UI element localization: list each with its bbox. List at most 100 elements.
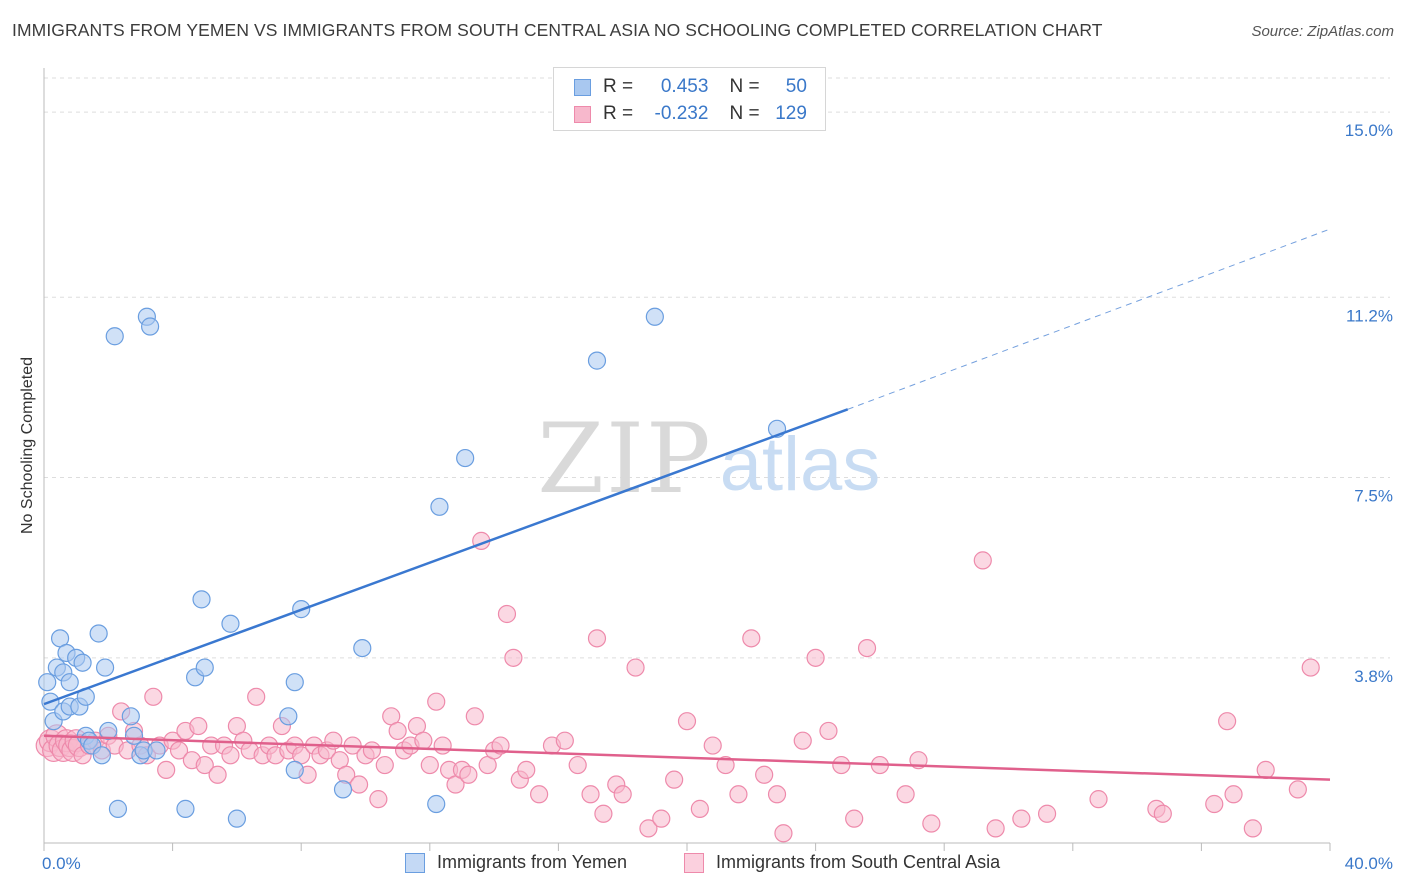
data-point-sca xyxy=(247,687,266,706)
series-south-central-asia xyxy=(35,531,1320,843)
data-point-sca xyxy=(922,814,941,833)
data-point-sca xyxy=(729,785,748,804)
data-point-yemen xyxy=(227,809,246,828)
data-point-yemen xyxy=(221,614,240,633)
data-point-sca xyxy=(703,736,722,755)
legend-n-label: N = xyxy=(729,76,760,97)
data-point-yemen xyxy=(121,707,140,726)
data-point-sca xyxy=(806,648,825,667)
data-point-sca xyxy=(845,809,864,828)
data-point-yemen xyxy=(353,638,372,658)
data-point-sca xyxy=(568,755,587,775)
legend-r-value-yemen: 0.453 xyxy=(660,76,709,97)
data-point-yemen xyxy=(285,760,304,780)
trend-line-sca xyxy=(43,734,1331,781)
data-point-sca xyxy=(1224,785,1243,804)
data-point-sca xyxy=(517,760,536,780)
data-point-sca xyxy=(169,741,189,760)
legend-r-label: R = xyxy=(603,103,634,124)
data-point-yemen xyxy=(92,746,111,765)
data-point-sca xyxy=(555,731,574,750)
legend-item-yemen[interactable]: Immigrants from Yemen xyxy=(405,852,627,873)
data-point-yemen xyxy=(38,673,57,692)
data-point-sca xyxy=(742,629,761,648)
data-point-sca xyxy=(1089,790,1108,809)
data-point-sca xyxy=(420,755,439,775)
data-point-yemen xyxy=(456,448,475,468)
data-point-yemen xyxy=(105,327,124,346)
data-point-sca xyxy=(857,638,877,658)
data-point-sca xyxy=(208,765,227,784)
data-point-yemen xyxy=(140,317,160,336)
data-point-sca xyxy=(755,765,774,784)
data-point-sca xyxy=(497,604,517,624)
data-point-yemen xyxy=(147,741,166,760)
x-tick-label: 40.0% xyxy=(1345,854,1393,873)
data-point-sca xyxy=(349,775,369,794)
data-point-sca xyxy=(587,629,607,648)
data-point-sca xyxy=(1205,794,1224,814)
legend-swatch-sca xyxy=(574,105,591,123)
watermark-atlas: atlas xyxy=(720,422,881,507)
data-point-sca xyxy=(1037,804,1057,823)
data-point-yemen xyxy=(192,590,211,609)
x-tick-label: 0.0% xyxy=(42,854,81,873)
series-yemen xyxy=(38,307,787,828)
legend-swatch-yemen xyxy=(405,852,425,873)
data-point-sca xyxy=(427,692,446,711)
data-point-sca xyxy=(774,824,793,843)
y-tick-label: 3.8% xyxy=(1354,667,1393,686)
data-point-sca xyxy=(626,658,645,677)
data-point-sca xyxy=(677,712,697,731)
legend-item-sca[interactable]: Immigrants from South Central Asia xyxy=(684,852,1000,873)
data-point-sca xyxy=(986,819,1005,838)
data-point-sca xyxy=(362,741,382,760)
legend-r-value-sca: -0.232 xyxy=(654,103,709,124)
trend-line-yemen xyxy=(43,408,849,706)
data-point-sca xyxy=(767,785,787,804)
data-point-sca xyxy=(491,736,510,755)
data-point-yemen xyxy=(333,780,353,799)
data-point-yemen xyxy=(427,794,446,814)
tick-labels: 3.8% 7.5% 11.2% 15.0% 0.0% 40.0% xyxy=(42,121,1393,873)
legend-row-sca: R = -0.232 N = 129 xyxy=(574,101,807,127)
data-point-sca xyxy=(581,785,600,804)
data-point-sca xyxy=(189,716,208,736)
data-point-sca xyxy=(793,731,812,750)
data-point-sca xyxy=(414,731,433,750)
data-point-sca xyxy=(157,760,176,780)
trend-lines xyxy=(43,228,1331,781)
data-point-yemen xyxy=(279,707,298,726)
data-point-sca xyxy=(388,721,407,741)
data-point-sca xyxy=(459,765,478,784)
data-point-sca xyxy=(530,785,549,804)
source-label: Source: ZipAtlas.com xyxy=(1251,23,1394,40)
gridlines xyxy=(44,77,1390,659)
data-point-yemen xyxy=(587,351,607,370)
data-point-sca xyxy=(973,551,992,570)
chart-title: IMMIGRANTS FROM YEMEN VS IMMIGRANTS FROM… xyxy=(12,20,1103,40)
data-point-sca xyxy=(375,755,394,775)
data-point-yemen xyxy=(195,658,214,677)
data-point-sca xyxy=(1288,780,1307,799)
data-point-sca xyxy=(369,790,388,809)
legend-n-value-yemen: 50 xyxy=(785,76,807,97)
data-point-sca xyxy=(594,804,613,823)
data-point-yemen xyxy=(60,673,79,692)
correlation-legend: R = 0.453 N = 50 R = -0.232 N = 129 xyxy=(553,67,826,131)
data-point-yemen xyxy=(124,726,144,745)
legend-row-yemen: R = 0.453 N = 50 xyxy=(574,74,807,100)
legend-swatch-sca xyxy=(684,852,704,873)
data-point-sca xyxy=(639,819,658,838)
data-point-sca xyxy=(1243,819,1262,838)
data-point-sca xyxy=(819,721,838,741)
trend-line-yemen-extension xyxy=(847,228,1331,410)
data-point-yemen xyxy=(285,673,304,692)
data-point-sca xyxy=(690,799,709,818)
y-tick-label: 7.5% xyxy=(1354,487,1393,506)
data-point-sca xyxy=(1301,658,1320,677)
data-point-sca xyxy=(1153,804,1172,823)
data-point-yemen xyxy=(645,307,664,326)
data-point-sca xyxy=(665,770,684,789)
